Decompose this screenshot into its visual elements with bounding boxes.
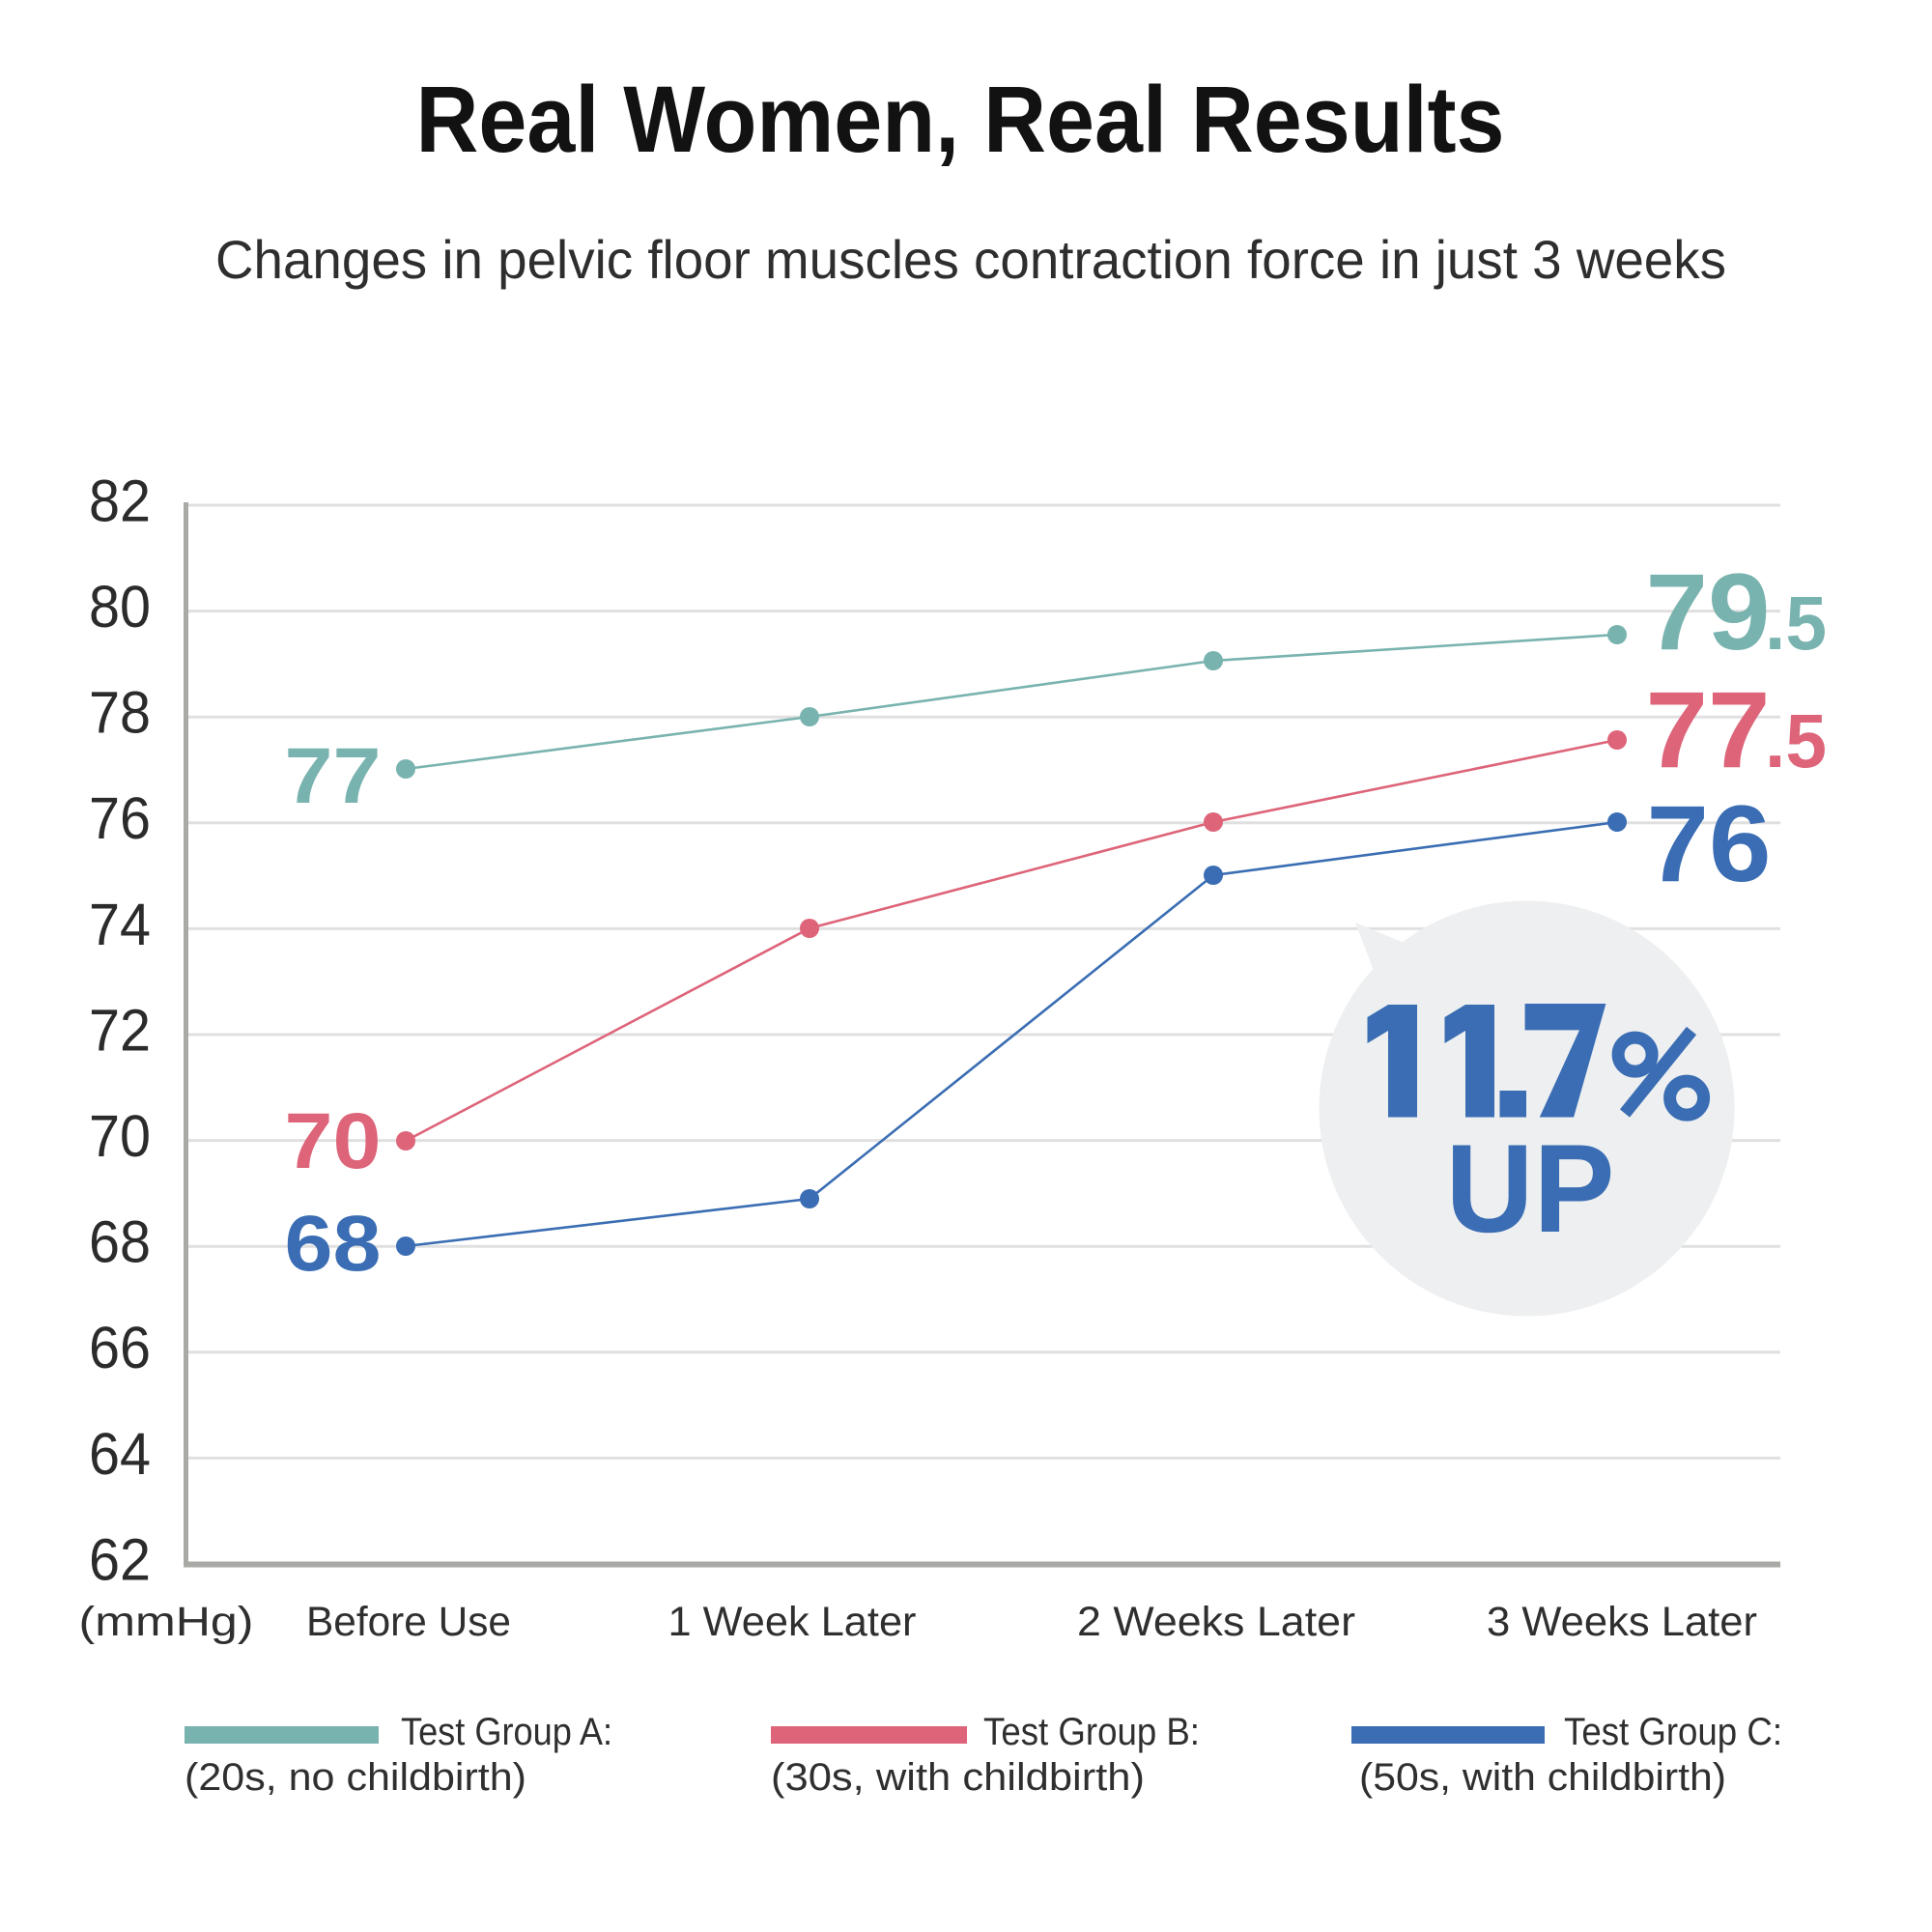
svg-text:3 Weeks Later: 3 Weeks Later: [1487, 1599, 1757, 1645]
svg-text:2 Weeks Later: 2 Weeks Later: [1077, 1599, 1355, 1645]
svg-text:78: 78: [89, 680, 151, 746]
svg-text:UP: UP: [1446, 1118, 1615, 1259]
svg-text:(20s, no childbirth): (20s, no childbirth): [185, 1756, 526, 1799]
svg-text:.5: .5: [1765, 580, 1827, 666]
svg-text:76: 76: [1647, 783, 1772, 904]
svg-text:68: 68: [89, 1209, 151, 1275]
svg-text:68: 68: [285, 1200, 382, 1288]
svg-text:82: 82: [89, 468, 151, 533]
svg-text:(mmHg): (mmHg): [79, 1599, 254, 1645]
svg-text:77: 77: [285, 732, 382, 820]
svg-text:64: 64: [89, 1421, 151, 1487]
svg-text:80: 80: [89, 574, 151, 639]
svg-text:70: 70: [285, 1097, 382, 1185]
svg-text:66: 66: [89, 1315, 151, 1380]
svg-text:Test Group A:: Test Group A:: [401, 1711, 612, 1753]
svg-text:72: 72: [89, 997, 151, 1063]
svg-text:Test Group C:: Test Group C:: [1564, 1711, 1782, 1753]
svg-text:.5: .5: [1765, 697, 1827, 783]
svg-text:Real Women, Real Results: Real Women, Real Results: [416, 67, 1505, 172]
svg-text:Test Group B:: Test Group B:: [983, 1711, 1200, 1753]
svg-text:70: 70: [89, 1103, 151, 1169]
svg-text:Changes in pelvic floor muscle: Changes in pelvic floor muscles contract…: [215, 229, 1726, 290]
svg-text:62: 62: [89, 1526, 151, 1592]
svg-text:(30s, with childbirth): (30s, with childbirth): [771, 1756, 1145, 1799]
svg-text:1 Week Later: 1 Week Later: [668, 1599, 917, 1645]
svg-text:79: 79: [1646, 552, 1771, 672]
svg-text:77: 77: [1646, 669, 1771, 790]
svg-text:76: 76: [89, 785, 151, 851]
svg-text:74: 74: [89, 892, 151, 957]
svg-text:(50s, with childbirth): (50s, with childbirth): [1359, 1756, 1726, 1799]
svg-text:Before Use: Before Use: [306, 1599, 511, 1645]
